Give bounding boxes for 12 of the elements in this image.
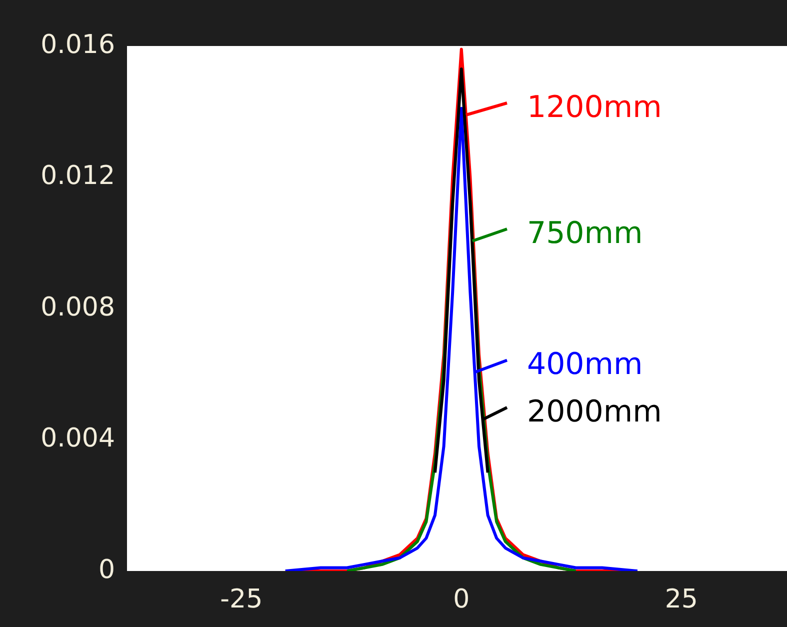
y-tick-label: 0 [98,554,115,585]
x-tick-label: -25 [220,584,263,614]
x-tick-label: 25 [664,584,698,614]
legend-label: 1200mm [527,90,662,125]
x-tick-label: 0 [453,584,470,614]
y-tick-label: 0.004 [40,424,115,454]
y-tick-label: 0.008 [40,292,115,322]
legend-label: 750mm [527,216,643,251]
legend-label: 2000mm [527,394,662,430]
legend-label: 400mm [527,347,643,382]
y-tick-label: 0.016 [40,30,115,60]
y-tick-label: 0.012 [40,161,115,191]
